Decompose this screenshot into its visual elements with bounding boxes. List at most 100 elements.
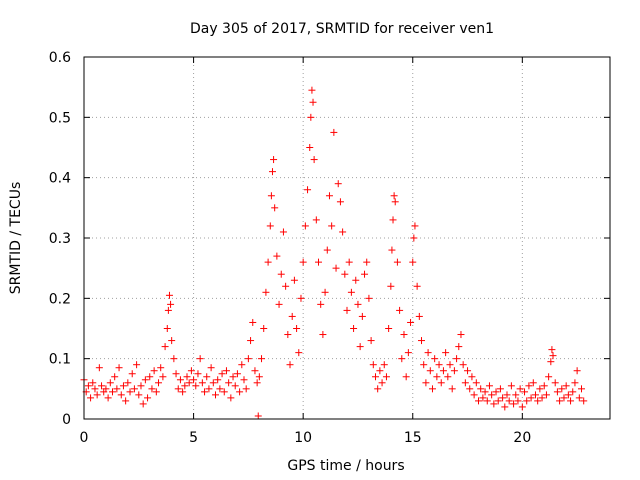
- data-point: [510, 400, 518, 408]
- data-point: [483, 397, 491, 405]
- data-point: [266, 222, 274, 230]
- data-point: [393, 258, 401, 266]
- data-point: [356, 343, 364, 351]
- x-tick-label: 0: [80, 430, 89, 446]
- data-point: [119, 382, 127, 390]
- data-point: [415, 312, 423, 320]
- data-point: [170, 355, 178, 363]
- data-point: [396, 306, 404, 314]
- data-point: [260, 325, 268, 332]
- data-point: [216, 385, 224, 393]
- data-point: [135, 391, 143, 399]
- data-point: [450, 367, 458, 375]
- data-point: [332, 264, 340, 272]
- data-point: [569, 388, 577, 396]
- data-point: [525, 382, 533, 390]
- data-point: [358, 312, 366, 320]
- data-point: [240, 376, 248, 384]
- data-point: [459, 361, 467, 369]
- data-point: [323, 246, 331, 254]
- data-point: [564, 391, 572, 399]
- data-point: [496, 385, 504, 393]
- data-point: [567, 397, 575, 405]
- data-point: [286, 361, 294, 369]
- data-point: [270, 156, 278, 164]
- data-point: [108, 388, 116, 396]
- data-point: [141, 376, 149, 384]
- data-point: [124, 379, 132, 387]
- chart-title: Day 305 of 2017, SRMTID for receiver ven…: [190, 21, 494, 37]
- data-point: [424, 349, 432, 357]
- data-point: [365, 294, 373, 302]
- data-point: [492, 388, 500, 396]
- data-point: [376, 367, 384, 375]
- data-points: [80, 86, 588, 420]
- data-point: [321, 288, 329, 296]
- data-point: [354, 300, 362, 308]
- data-point: [139, 400, 147, 408]
- data-point: [369, 361, 377, 369]
- x-tick-label: 5: [189, 430, 198, 446]
- data-point: [442, 349, 450, 357]
- data-point: [164, 306, 172, 314]
- data-point: [388, 246, 396, 254]
- data-point: [435, 361, 443, 369]
- data-point: [203, 373, 211, 381]
- data-point: [279, 228, 287, 236]
- data-point: [363, 258, 371, 266]
- data-point: [411, 222, 419, 230]
- data-point: [309, 98, 317, 106]
- data-point: [163, 325, 171, 332]
- data-point: [317, 300, 325, 308]
- data-point: [553, 388, 561, 396]
- data-point: [122, 397, 130, 405]
- data-point: [227, 394, 235, 402]
- data-point: [350, 325, 358, 332]
- data-point: [310, 156, 318, 164]
- data-point: [222, 367, 230, 375]
- data-point: [410, 234, 418, 242]
- data-point: [288, 312, 296, 320]
- data-point: [390, 192, 398, 200]
- data-point: [315, 258, 323, 266]
- data-point: [538, 394, 546, 402]
- data-point: [578, 385, 586, 393]
- data-point: [277, 270, 285, 278]
- data-point: [428, 385, 436, 393]
- data-point: [319, 331, 327, 339]
- data-point: [117, 391, 125, 399]
- data-point: [194, 370, 202, 378]
- data-point: [159, 373, 167, 381]
- data-point: [334, 180, 342, 188]
- data-point: [220, 388, 228, 396]
- data-point: [529, 379, 537, 387]
- data-point: [231, 382, 239, 390]
- data-point: [448, 385, 456, 393]
- data-point: [413, 282, 421, 290]
- data-point: [273, 252, 281, 260]
- data-point: [420, 361, 428, 369]
- data-point: [148, 385, 156, 393]
- data-point: [575, 394, 583, 402]
- data-point: [106, 379, 114, 387]
- data-point: [187, 367, 195, 375]
- data-point: [479, 394, 487, 402]
- data-point: [144, 394, 152, 402]
- data-point: [468, 373, 476, 381]
- data-point: [556, 397, 564, 405]
- x-tick-label: 10: [294, 430, 312, 446]
- data-point: [488, 391, 496, 399]
- data-point: [485, 382, 493, 390]
- data-point: [466, 385, 474, 393]
- data-point: [514, 397, 522, 405]
- data-point: [209, 379, 217, 387]
- data-point: [464, 367, 472, 375]
- data-point: [168, 337, 176, 345]
- data-point: [404, 349, 412, 357]
- data-point: [113, 385, 121, 393]
- data-point: [560, 394, 568, 402]
- data-point: [258, 355, 266, 363]
- data-point: [238, 361, 246, 369]
- data-point: [207, 364, 215, 372]
- axis-ticks: 0 0.1 0.2 0.3 0.4 0.5 0.6 0 5 10 15 20: [49, 50, 610, 446]
